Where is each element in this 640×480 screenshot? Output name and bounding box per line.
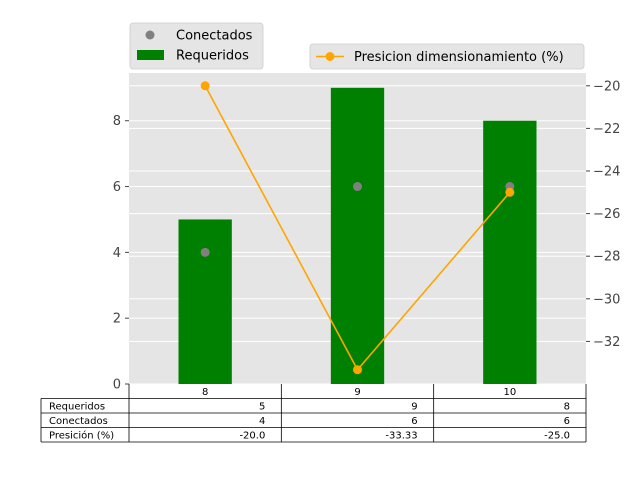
table-cell-1-2: 6 (564, 416, 570, 427)
table-row-label-2: Presición (%) (49, 430, 114, 442)
line-point-8 (200, 81, 210, 91)
line-point-10 (505, 187, 515, 197)
ytick-right-label-5: −22 (593, 122, 620, 137)
table-cell-1-0: 4 (259, 416, 265, 427)
table-col-header-8: 8 (202, 387, 208, 398)
legend-right (309, 43, 585, 70)
ytick-right-label-6: −20 (593, 79, 620, 94)
table-cell-2-1: -33.33 (385, 431, 417, 442)
legend-marker-dot-precision (325, 52, 335, 61)
scatter-point-9 (353, 182, 362, 192)
table-cell-0-1: 9 (411, 402, 417, 413)
ytick-right-label-3: −26 (593, 207, 620, 222)
scatter-point-8 (200, 247, 210, 257)
ytick-left-label-1: 2 (113, 312, 121, 327)
ytick-right-label-1: −30 (593, 292, 620, 307)
table-row-label-1: Conectados (49, 416, 108, 427)
table-cell-0-0: 5 (259, 402, 265, 413)
legend-label-requeridos: Requeridos (176, 49, 249, 64)
ytick-right-label-2: −28 (593, 250, 620, 265)
legend-label-conectados: Conectados (176, 29, 253, 44)
ytick-left-label-2: 4 (113, 246, 121, 261)
line-point-9 (353, 365, 362, 375)
table-cell-0-2: 8 (564, 402, 570, 413)
ytick-right-label-4: −24 (593, 164, 620, 179)
bar-9 (330, 87, 385, 385)
ytick-left-label-4: 8 (113, 114, 121, 129)
ytick-right-label-0: −32 (593, 335, 620, 350)
table-cell-2-2: -25.0 (544, 431, 570, 442)
table-row-label-0: Requeridos (49, 402, 105, 413)
table-cell-1-1: 6 (411, 416, 417, 427)
legend-label-precision: Presicion dimensionamiento (%) (354, 50, 564, 65)
ytick-left-label-0: 0 (113, 378, 121, 393)
bar-10 (483, 120, 537, 384)
table-cell-2-0: -20.0 (239, 431, 265, 442)
bar-8 (178, 219, 232, 384)
legend-marker-conectados (145, 30, 155, 40)
legend-marker-requeridos (137, 50, 164, 60)
table-col-header-9: 9 (354, 387, 360, 398)
ytick-left-label-3: 6 (113, 180, 121, 195)
table-col-header-10: 10 (503, 387, 516, 398)
